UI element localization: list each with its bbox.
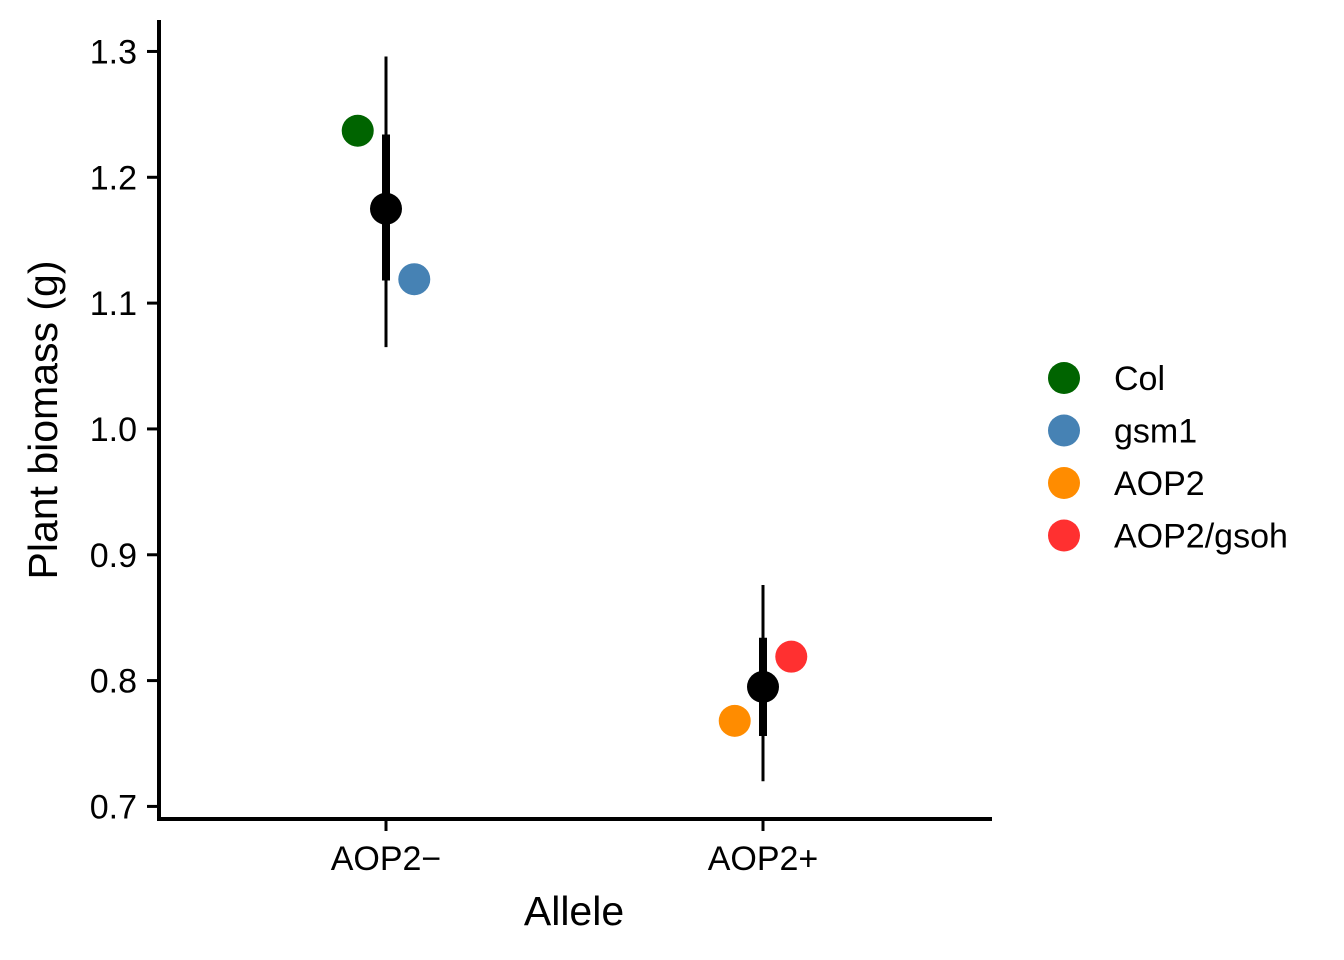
legend-key [1048, 519, 1080, 552]
data-points [341, 114, 808, 737]
legend-label: gsm1 [1114, 413, 1197, 451]
y-tick-label: 1.1 [90, 285, 137, 323]
data-point-aop2 [718, 704, 751, 737]
legend-label: Col [1114, 360, 1165, 398]
data-point-gsm1 [398, 263, 431, 296]
y-ticks: 0.7 0.8 0.9 1.0 1.1 1.2 1.3 [90, 33, 159, 826]
legend-label: AOP2/gsoh [1114, 518, 1288, 556]
data-point-aop2-gsoh [775, 640, 808, 673]
y-tick-label: 1.0 [90, 411, 137, 449]
legend-key [1048, 414, 1080, 447]
data-point-col [341, 114, 374, 147]
axes [157, 20, 992, 821]
y-axis-title: Plant biomass (g) [20, 260, 66, 579]
legend: Col gsm1 AOP2 AOP2/gsoh [1048, 360, 1288, 556]
legend-label: AOP2 [1114, 465, 1205, 503]
mean-point [747, 670, 779, 703]
x-tick-label: AOP2+ [708, 840, 819, 878]
x-axis-title: Allele [524, 888, 624, 934]
y-tick-label: 0.8 [90, 663, 137, 701]
y-tick-label: 0.7 [90, 788, 137, 826]
x-tick-label: AOP2− [331, 840, 442, 878]
legend-key [1048, 467, 1080, 499]
legend-key [1048, 362, 1080, 394]
y-tick-label: 1.2 [90, 159, 137, 197]
summary-intervals [370, 56, 779, 782]
mean-point [370, 192, 402, 225]
y-tick-label: 0.9 [90, 537, 137, 575]
y-tick-label: 1.3 [90, 33, 137, 71]
x-ticks: AOP2− AOP2+ [331, 819, 819, 878]
